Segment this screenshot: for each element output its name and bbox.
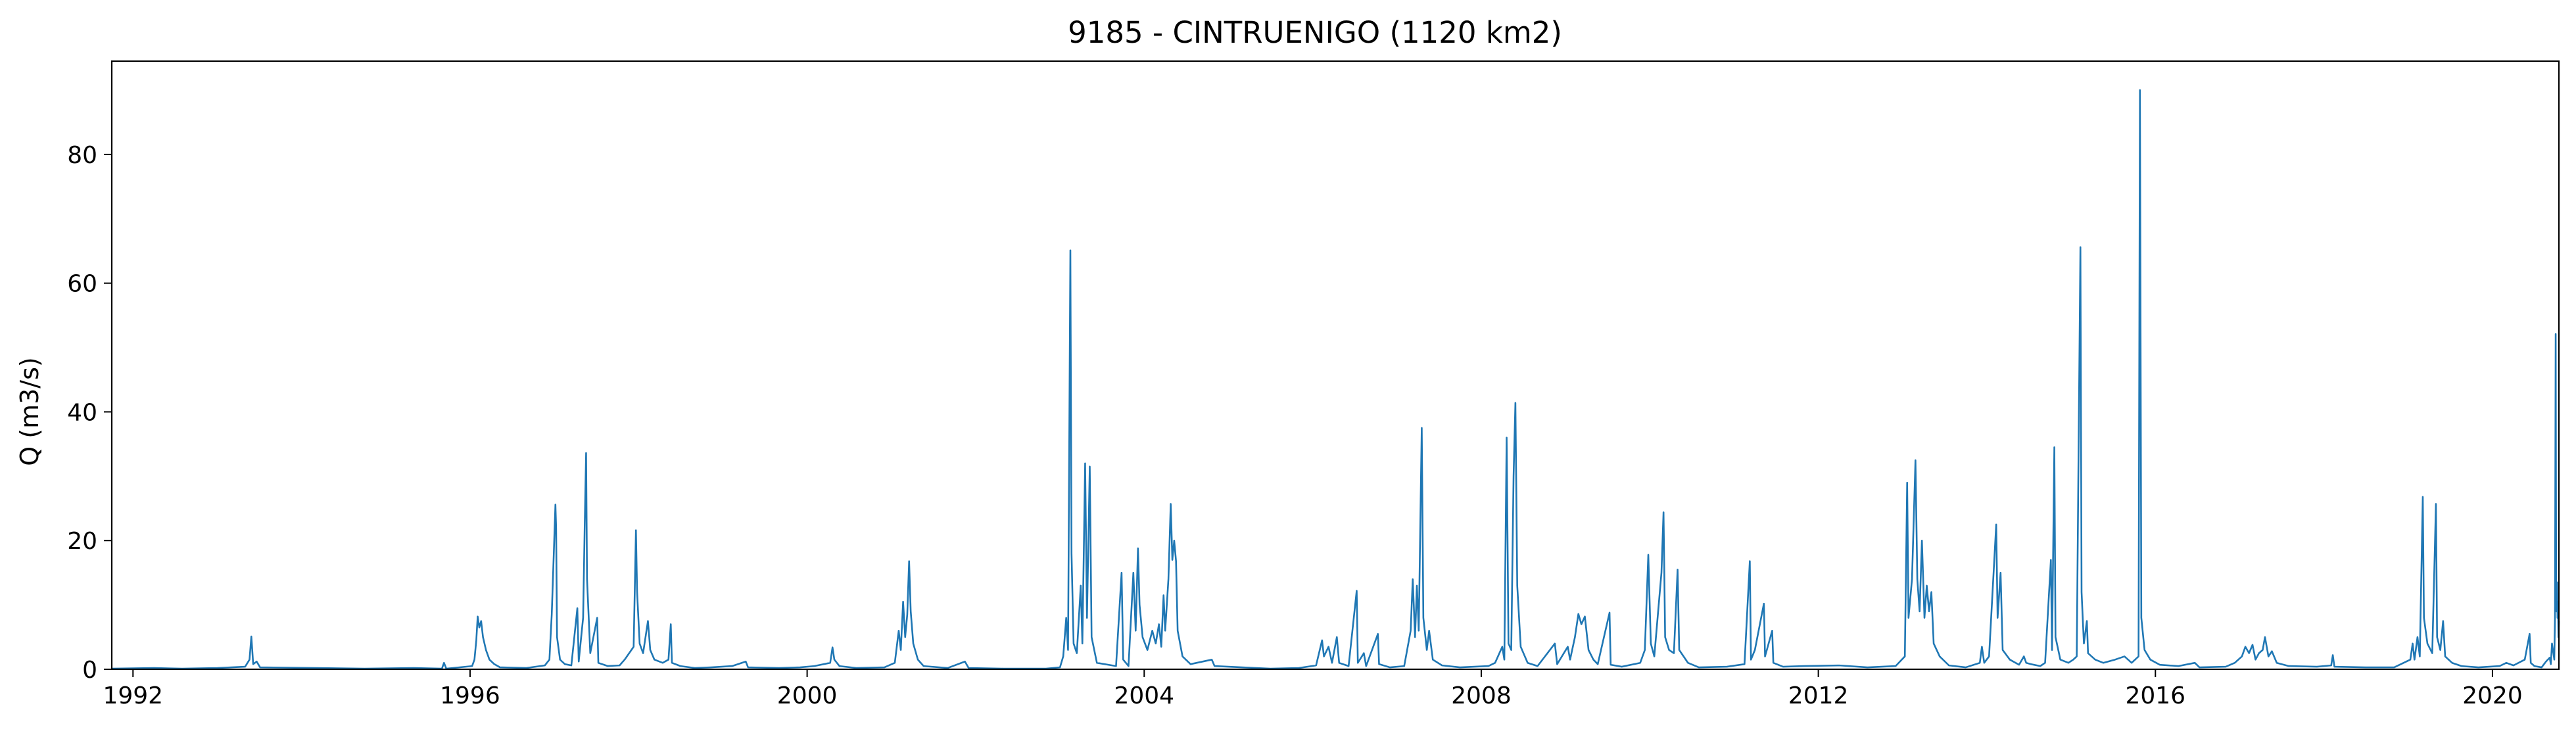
x-tick-label: 2000 <box>777 682 838 709</box>
x-tick-label: 1992 <box>103 682 163 709</box>
x-tick-label: 1996 <box>440 682 500 709</box>
y-tick-label: 0 <box>82 657 97 684</box>
y-tick-label: 20 <box>67 528 97 555</box>
axes: 1992 1996 2000 2004 2008 2012 2016 2020 0 20 40 60 8… <box>67 60 2560 709</box>
x-tick-label: 2020 <box>2462 682 2523 709</box>
x-tick-label: 2016 <box>2125 682 2185 709</box>
plot-area <box>111 89 2560 670</box>
y-tick-label: 80 <box>67 142 97 169</box>
chart-title: 9185 - CINTRUENIGO (1120 km2) <box>1068 15 1562 50</box>
x-tick-label: 2004 <box>1114 682 1174 709</box>
x-tick-label: 2008 <box>1451 682 1512 709</box>
series-line-0 <box>111 89 2560 670</box>
y-tick-label: 40 <box>67 399 97 426</box>
axes-frame <box>110 60 2560 671</box>
y-tick-label: 60 <box>67 271 97 298</box>
y-axis-title: Q (m3/s) <box>15 357 44 465</box>
x-tick-label: 2012 <box>1788 682 1849 709</box>
